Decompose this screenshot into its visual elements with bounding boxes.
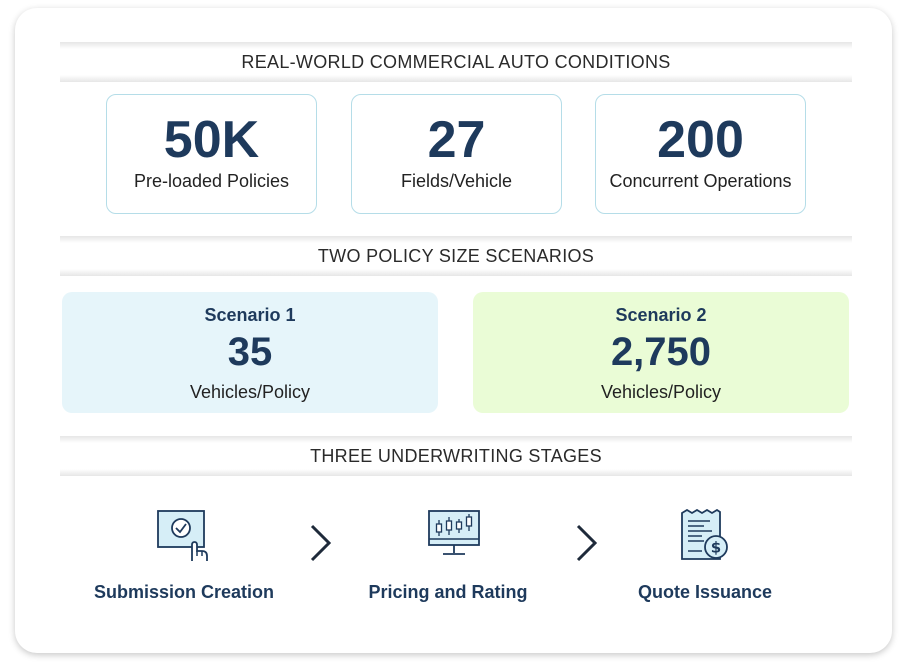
scenario-card-1: Scenario 1 35 Vehicles/Policy [62,292,438,413]
chevron-right-icon [310,524,332,562]
svg-text:$: $ [711,539,721,557]
section-heading-stages: THREE UNDERWRITING STAGES [60,436,852,476]
screen-click-icon [157,510,208,561]
scenario-value: 35 [227,330,273,374]
scenario-label: Vehicles/Policy [600,382,722,402]
stat-card-policies: 50K Pre-loaded Policies [106,94,317,214]
stat-label: Concurrent Operations [609,171,792,191]
scenario-card-2: Scenario 2 2,750 Vehicles/Policy [473,292,849,413]
stat-card-operations: 200 Concurrent Operations [595,94,806,214]
scenario-value: 2,750 [610,330,712,374]
scenario-title: Scenario 1 [204,305,296,325]
stat-value: 50K [163,111,260,169]
stat-label: Fields/Vehicle [400,171,513,191]
stat-value: 200 [657,111,744,169]
stage-label-quote: Quote Issuance [637,582,773,602]
stage-label-pricing: Pricing and Rating [368,582,528,602]
monitor-chart-icon [428,510,480,555]
section-heading-conditions: REAL-WORLD COMMERCIAL AUTO CONDITIONS [60,42,852,82]
scenario-label: Vehicles/Policy [189,382,311,402]
section-heading-scenarios: TWO POLICY SIZE SCENARIOS [60,236,852,276]
stat-value: 27 [427,111,486,169]
stage-label-submission: Submission Creation [93,582,275,602]
stat-card-fields: 27 Fields/Vehicle [351,94,562,214]
stat-label: Pre-loaded Policies [133,171,290,191]
receipt-dollar-icon: $ [681,509,728,560]
chevron-right-icon [576,524,598,562]
scenario-title: Scenario 2 [615,305,707,325]
